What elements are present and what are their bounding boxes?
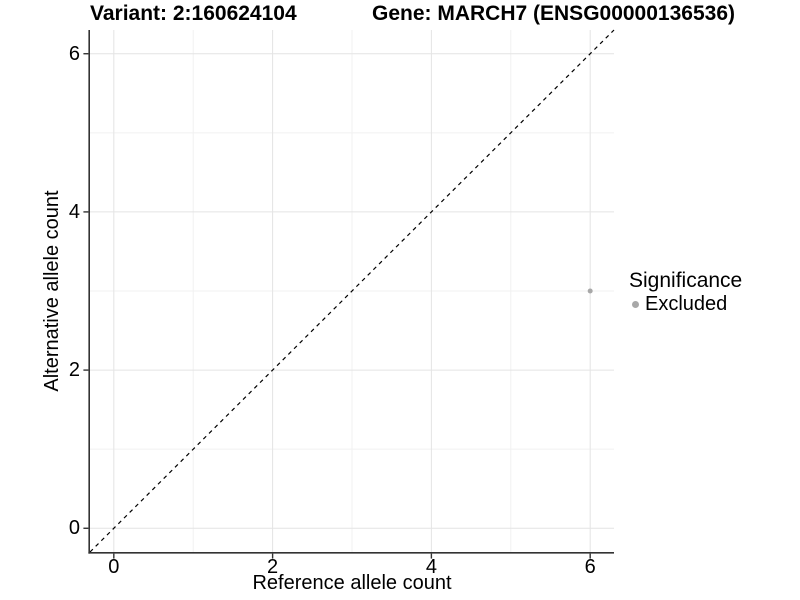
legend-point-icon (632, 300, 639, 308)
x-axis-title: Reference allele count (252, 572, 452, 594)
legend: Significance Excluded (629, 269, 742, 315)
x-tick-label: 4 (425, 556, 437, 578)
x-tick-label: 6 (584, 556, 596, 578)
x-tick-label: 0 (108, 556, 120, 578)
y-tick-label: 2 (68, 359, 80, 382)
x-tick-label: 2 (267, 556, 279, 578)
y-axis-title: Alternative allele count (41, 190, 63, 392)
legend-item-label: Excluded (645, 293, 728, 315)
data-point (587, 288, 593, 294)
variant-title: Variant: 2:160624104 (90, 2, 297, 25)
legend-item-excluded: Excluded (629, 293, 742, 315)
y-tick-label: 4 (68, 200, 80, 223)
y-tick-label: 6 (68, 42, 80, 65)
identity-reference-line (89, 29, 615, 553)
y-tick-label: 0 (68, 517, 80, 540)
legend-title: Significance (629, 269, 743, 292)
gene-title: Gene: MARCH7 (ENSG00000136536) (372, 2, 735, 25)
